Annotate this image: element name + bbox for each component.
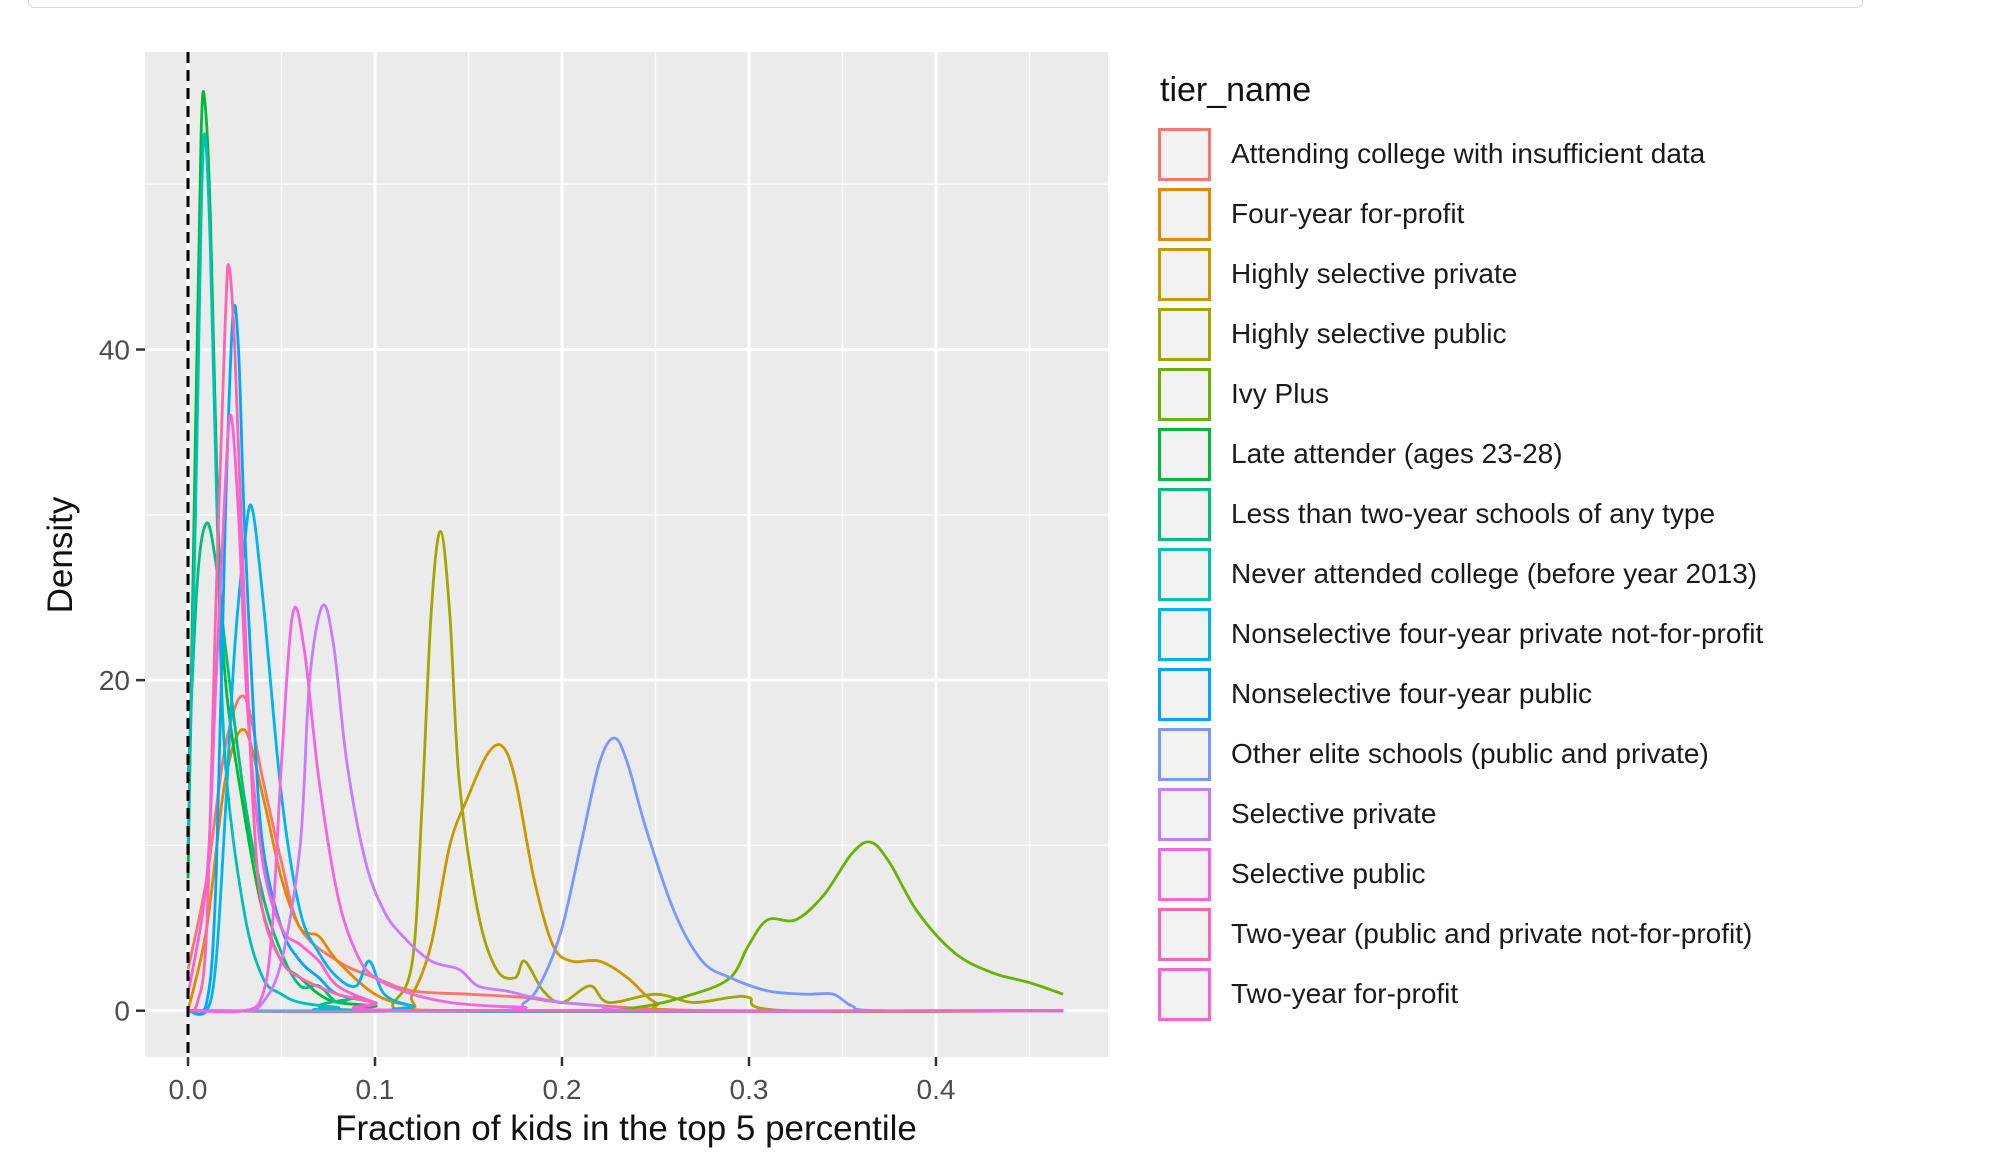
legend-item: Nonselective four-year public xyxy=(1152,664,1763,724)
legend-key-swatch xyxy=(1158,367,1211,421)
legend-items: Attending college with insufficient data… xyxy=(1152,124,1763,1024)
legend-label: Highly selective private xyxy=(1231,258,1518,289)
legend-key-swatch xyxy=(1158,487,1211,541)
y-axis-label: Density xyxy=(41,496,80,613)
legend-label: Attending college with insufficient data xyxy=(1231,138,1706,169)
legend-item: Nonselective four-year private not-for-p… xyxy=(1152,604,1763,664)
legend-key-swatch xyxy=(1158,907,1211,961)
legend-label: Four-year for-profit xyxy=(1231,198,1465,229)
x-tick-label: 0.1 xyxy=(356,1074,395,1105)
density-curve-4 xyxy=(187,530,1064,1014)
x-tick-label: 0.2 xyxy=(543,1074,582,1105)
legend-item: Two-year (public and private not-for-pro… xyxy=(1152,904,1763,964)
legend-label: Late attender (ages 23-28) xyxy=(1231,438,1563,469)
legend-key-swatch xyxy=(1158,667,1211,721)
legend-item: Highly selective public xyxy=(1152,304,1763,364)
x-tick-label: 0.0 xyxy=(169,1074,208,1105)
legend-label: Highly selective public xyxy=(1231,318,1507,349)
series-lines xyxy=(186,90,1064,1016)
legend-item: Selective public xyxy=(1152,844,1763,904)
legend-item: Two-year for-profit xyxy=(1152,964,1763,1024)
legend-label: Nonselective four-year public xyxy=(1231,678,1593,709)
plot-panel xyxy=(145,52,1108,1057)
y-tick-label: 20 xyxy=(99,665,130,696)
y-tick-label: 40 xyxy=(99,335,130,366)
x-axis: 0.0 0.1 0.2 0.3 0.4 xyxy=(169,1057,956,1105)
legend-label: Selective private xyxy=(1231,798,1437,829)
y-axis: 0 20 40 xyxy=(99,335,145,1027)
legend-key-swatch xyxy=(1158,307,1211,361)
legend-key-swatch xyxy=(1158,847,1211,901)
legend-item: Four-year for-profit xyxy=(1152,184,1763,244)
legend: tier_name Attending college with insuffi… xyxy=(1152,70,1763,1024)
x-axis-label: Fraction of kids in the top 5 percentile xyxy=(335,1109,917,1148)
legend-label: Ivy Plus xyxy=(1231,378,1330,409)
legend-key-swatch xyxy=(1158,967,1211,1021)
x-tick-label: 0.3 xyxy=(730,1074,769,1105)
legend-item: Other elite schools (public and private) xyxy=(1152,724,1763,784)
minor-gridlines xyxy=(145,52,1108,1057)
legend-title: tier_name xyxy=(1160,71,1312,109)
legend-key-swatch xyxy=(1158,727,1211,781)
density-curve-15 xyxy=(186,413,1064,1013)
y-tick-label: 0 xyxy=(114,996,130,1027)
x-tick-label: 0.4 xyxy=(917,1074,956,1105)
legend-label: Less than two-year schools of any type xyxy=(1231,498,1716,529)
density-curve-12 xyxy=(187,603,1064,1013)
legend-key-swatch xyxy=(1158,127,1211,181)
legend-label: Two-year (public and private not-for-pro… xyxy=(1231,918,1753,949)
legend-item: Late attender (ages 23-28) xyxy=(1152,424,1763,484)
legend-item: Never attended college (before year 2013… xyxy=(1152,544,1763,604)
density-curve-13 xyxy=(187,605,1064,1014)
legend-key-swatch xyxy=(1158,427,1211,481)
legend-key-swatch xyxy=(1158,247,1211,301)
legend-key-swatch xyxy=(1158,187,1211,241)
legend-item: Attending college with insufficient data xyxy=(1152,124,1763,184)
top-input-frame xyxy=(28,0,1863,8)
legend-key-swatch xyxy=(1158,787,1211,841)
legend-label: Two-year for-profit xyxy=(1231,978,1459,1009)
density-curve-3 xyxy=(187,743,1064,1014)
legend-item: Less than two-year schools of any type xyxy=(1152,484,1763,544)
legend-item: Highly selective private xyxy=(1152,244,1763,304)
legend-key-swatch xyxy=(1158,607,1211,661)
density-curve-9 xyxy=(187,503,1064,1016)
legend-key-swatch xyxy=(1158,547,1211,601)
legend-label: Selective public xyxy=(1231,858,1426,889)
legend-label: Nonselective four-year private not-for-p… xyxy=(1231,618,1764,649)
density-curve-11 xyxy=(187,736,1064,1013)
legend-label: Never attended college (before year 2013… xyxy=(1231,558,1758,589)
legend-item: Ivy Plus xyxy=(1152,364,1763,424)
legend-item: Selective private xyxy=(1152,784,1763,844)
legend-label: Other elite schools (public and private) xyxy=(1231,738,1709,769)
